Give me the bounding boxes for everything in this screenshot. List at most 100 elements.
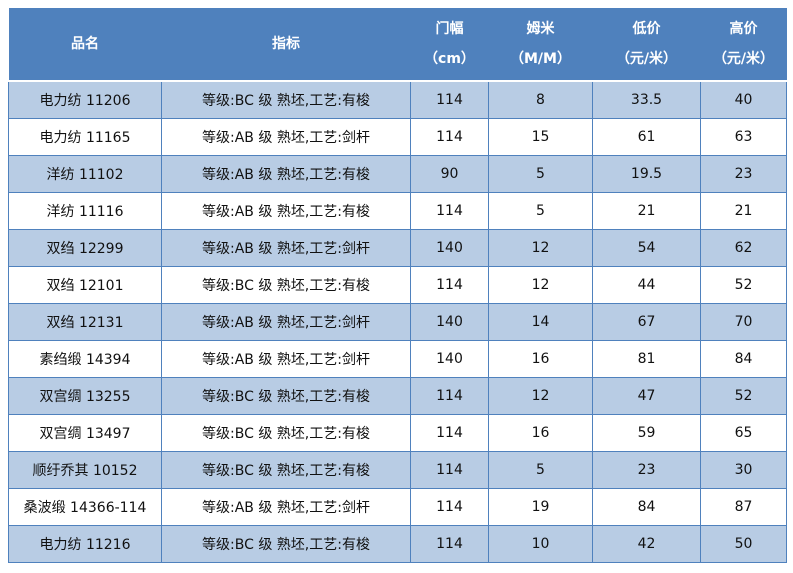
cell-spec: 等级:BC 级 熟坯,工艺:有梭 — [161, 377, 411, 415]
cell-product-name: 素绉缎 14394 — [8, 340, 162, 378]
cell-product-name: 双绉 12299 — [8, 229, 162, 267]
cell-low-price: 19.5 — [592, 155, 701, 193]
cell-momme: 12 — [488, 266, 593, 304]
cell-spec: 等级:BC 级 熟坯,工艺:有梭 — [161, 414, 411, 452]
cell-product-name: 桑波缎 14366-114 — [8, 488, 162, 526]
cell-product-name: 顺纡乔其 10152 — [8, 451, 162, 489]
table-row: 双宫绸 13497 等级:BC 级 熟坯,工艺:有梭 114 16 59 65 — [8, 414, 787, 452]
cell-width: 114 — [410, 266, 489, 304]
cell-high-price: 65 — [700, 414, 787, 452]
cell-low-price: 84 — [592, 488, 701, 526]
cell-high-price: 23 — [700, 155, 787, 193]
cell-momme: 16 — [488, 340, 593, 378]
cell-width: 114 — [410, 192, 489, 230]
cell-momme: 5 — [488, 192, 593, 230]
header-width: 门幅 （cm） — [410, 8, 489, 82]
cell-product-name: 双绉 12101 — [8, 266, 162, 304]
table-row: 双绉 12101 等级:BC 级 熟坯,工艺:有梭 114 12 44 52 — [8, 266, 787, 304]
cell-high-price: 52 — [700, 377, 787, 415]
cell-width: 90 — [410, 155, 489, 193]
cell-spec: 等级:BC 级 熟坯,工艺:有梭 — [161, 451, 411, 489]
cell-low-price: 47 — [592, 377, 701, 415]
header-unit: （元/米） — [712, 51, 775, 67]
cell-momme: 15 — [488, 118, 593, 156]
cell-width: 140 — [410, 229, 489, 267]
header-unit: （M/M） — [510, 51, 571, 67]
cell-spec: 等级:AB 级 熟坯,工艺:剑杆 — [161, 340, 411, 378]
header-low-price: 低价 （元/米） — [592, 8, 701, 82]
table-row: 素绉缎 14394 等级:AB 级 熟坯,工艺:剑杆 140 16 81 84 — [8, 340, 787, 378]
cell-momme: 10 — [488, 525, 593, 563]
cell-product-name: 洋纺 11116 — [8, 192, 162, 230]
cell-high-price: 52 — [700, 266, 787, 304]
cell-high-price: 87 — [700, 488, 787, 526]
cell-product-name: 双宫绸 13497 — [8, 414, 162, 452]
cell-high-price: 21 — [700, 192, 787, 230]
cell-product-name: 电力纺 11206 — [8, 80, 162, 119]
header-label: 低价 — [632, 21, 661, 37]
price-table: 品名 指标 门幅 （cm） 姆米 （M/M） 低价 （元/米） 高价 （元/米） 电力纺 1120… — [8, 8, 787, 563]
cell-width: 140 — [410, 303, 489, 341]
cell-momme: 12 — [488, 229, 593, 267]
cell-spec: 等级:AB 级 熟坯,工艺:有梭 — [161, 155, 411, 193]
cell-spec: 等级:AB 级 熟坯,工艺:剑杆 — [161, 229, 411, 267]
header-row: 品名 指标 门幅 （cm） 姆米 （M/M） 低价 （元/米） 高价 （元/米） — [8, 8, 787, 82]
cell-product-name: 洋纺 11102 — [8, 155, 162, 193]
cell-spec: 等级:AB 级 熟坯,工艺:剑杆 — [161, 488, 411, 526]
table-row: 双绉 12299 等级:AB 级 熟坯,工艺:剑杆 140 12 54 62 — [8, 229, 787, 267]
cell-width: 114 — [410, 525, 489, 563]
cell-width: 114 — [410, 414, 489, 452]
cell-low-price: 44 — [592, 266, 701, 304]
cell-momme: 5 — [488, 155, 593, 193]
cell-high-price: 62 — [700, 229, 787, 267]
cell-width: 114 — [410, 451, 489, 489]
cell-width: 114 — [410, 80, 489, 119]
header-label: 品名 — [71, 36, 99, 52]
header-unit: （元/米） — [615, 51, 678, 67]
cell-momme: 5 — [488, 451, 593, 489]
table-row: 桑波缎 14366-114 等级:AB 级 熟坯,工艺:剑杆 114 19 84 87 — [8, 488, 787, 526]
cell-momme: 19 — [488, 488, 593, 526]
header-label: 高价 — [729, 21, 758, 37]
cell-product-name: 双宫绸 13255 — [8, 377, 162, 415]
cell-spec: 等级:AB 级 熟坯,工艺:剑杆 — [161, 118, 411, 156]
cell-high-price: 63 — [700, 118, 787, 156]
header-product-name: 品名 — [8, 8, 162, 82]
header-unit: （cm） — [424, 51, 475, 67]
cell-high-price: 30 — [700, 451, 787, 489]
cell-product-name: 电力纺 11165 — [8, 118, 162, 156]
table-row: 洋纺 11102 等级:AB 级 熟坯,工艺:有梭 90 5 19.5 23 — [8, 155, 787, 193]
header-label: 指标 — [272, 36, 300, 52]
header-label: 姆米 — [526, 21, 555, 37]
cell-momme: 16 — [488, 414, 593, 452]
cell-width: 114 — [410, 488, 489, 526]
cell-spec: 等级:BC 级 熟坯,工艺:有梭 — [161, 266, 411, 304]
table-row: 洋纺 11116 等级:AB 级 熟坯,工艺:有梭 114 5 21 21 — [8, 192, 787, 230]
cell-product-name: 电力纺 11216 — [8, 525, 162, 563]
cell-low-price: 81 — [592, 340, 701, 378]
header-label: 门幅 — [435, 21, 464, 37]
cell-high-price: 40 — [700, 80, 787, 119]
cell-low-price: 67 — [592, 303, 701, 341]
cell-width: 114 — [410, 118, 489, 156]
cell-low-price: 42 — [592, 525, 701, 563]
cell-momme: 12 — [488, 377, 593, 415]
header-spec: 指标 — [161, 8, 411, 82]
cell-low-price: 54 — [592, 229, 701, 267]
cell-low-price: 23 — [592, 451, 701, 489]
header-momme: 姆米 （M/M） — [488, 8, 593, 82]
cell-spec: 等级:BC 级 熟坯,工艺:有梭 — [161, 525, 411, 563]
cell-momme: 14 — [488, 303, 593, 341]
cell-low-price: 61 — [592, 118, 701, 156]
cell-low-price: 33.5 — [592, 80, 701, 119]
cell-momme: 8 — [488, 80, 593, 119]
cell-low-price: 21 — [592, 192, 701, 230]
header-high-price: 高价 （元/米） — [700, 8, 787, 82]
cell-product-name: 双绉 12131 — [8, 303, 162, 341]
cell-spec: 等级:AB 级 熟坯,工艺:有梭 — [161, 192, 411, 230]
cell-high-price: 70 — [700, 303, 787, 341]
cell-high-price: 50 — [700, 525, 787, 563]
table-row: 双绉 12131 等级:AB 级 熟坯,工艺:剑杆 140 14 67 70 — [8, 303, 787, 341]
table-row: 电力纺 11216 等级:BC 级 熟坯,工艺:有梭 114 10 42 50 — [8, 525, 787, 563]
cell-spec: 等级:BC 级 熟坯,工艺:有梭 — [161, 80, 411, 119]
